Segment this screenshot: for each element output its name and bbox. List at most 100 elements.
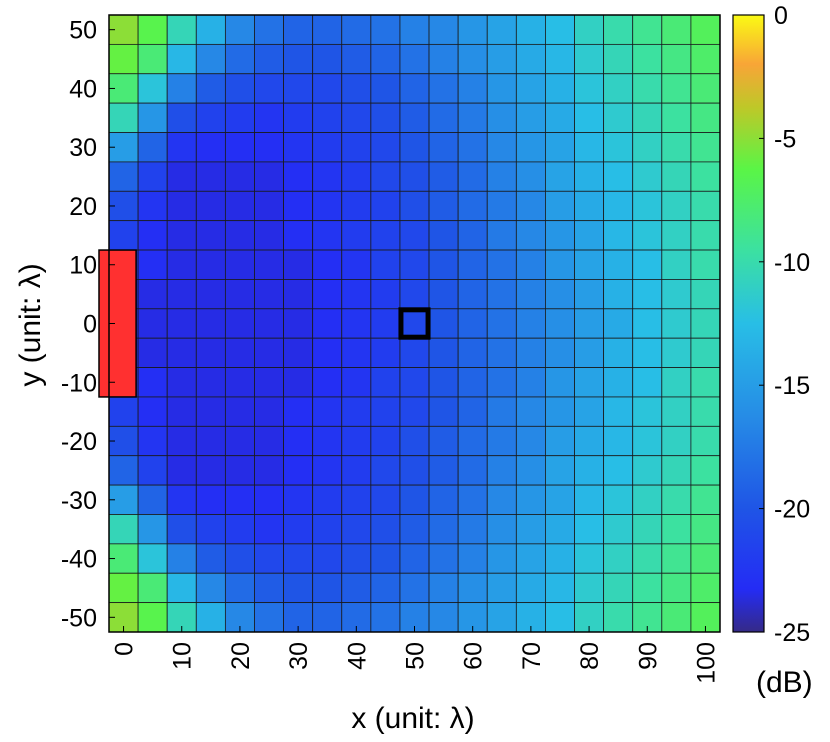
heatmap-cell [370, 572, 401, 604]
heatmap-cell [224, 73, 255, 104]
heatmap-cell [690, 367, 721, 398]
heatmap-cell [486, 43, 517, 75]
heatmap-cell [690, 102, 721, 133]
heatmap-cell [515, 572, 546, 604]
heatmap-cell [428, 367, 459, 398]
heatmap-cell [166, 337, 197, 368]
heatmap-cell [661, 73, 692, 104]
heatmap-cell [486, 514, 517, 545]
heatmap-cell [312, 190, 343, 222]
heatmap-cell [370, 220, 401, 251]
heatmap-cell [224, 396, 255, 427]
heatmap-cell [603, 102, 634, 133]
x-tick-label: 50 [402, 642, 430, 670]
heatmap-cell [341, 249, 372, 280]
heatmap-cell [545, 73, 575, 104]
heatmap-cell [195, 484, 226, 515]
heatmap-cell [632, 572, 663, 604]
colorbar-tick-label: 0 [774, 2, 788, 30]
heatmap-cell [661, 249, 692, 280]
heatmap-cell [166, 425, 197, 457]
heatmap-cell [341, 132, 372, 163]
heatmap-cell [574, 572, 605, 604]
heatmap-cell [515, 484, 546, 515]
heatmap-cell [399, 455, 430, 486]
y-tick-label: 30 [69, 134, 97, 162]
heatmap-cell [574, 220, 605, 251]
x-tick-label: 30 [285, 642, 313, 670]
heatmap-cell [690, 161, 721, 192]
heatmap-cell [661, 102, 692, 133]
heatmap-cell [690, 43, 721, 75]
heatmap-cell [254, 455, 284, 486]
heatmap-cell [632, 14, 663, 45]
heatmap-cell [486, 249, 517, 280]
heatmap-cell [312, 337, 343, 368]
heatmap-cell [603, 572, 634, 604]
heatmap-cell [574, 543, 605, 574]
heatmap-cell [312, 367, 343, 398]
heatmap-cell [399, 425, 430, 457]
heatmap-cell [486, 455, 517, 486]
emitter-rectangle-marker [98, 249, 137, 398]
heatmap-cell [224, 308, 255, 339]
heatmap-cell [603, 43, 634, 75]
colorbar-tick-label: -20 [774, 496, 810, 524]
heatmap-cell [137, 132, 168, 163]
y-tick-label: -50 [61, 604, 97, 632]
heatmap-cell [195, 308, 226, 339]
heatmap-cell [545, 14, 575, 45]
heatmap-cell [603, 337, 634, 368]
heatmap-cell [428, 161, 459, 192]
heatmap-cell [195, 14, 226, 45]
heatmap-cell [545, 455, 575, 486]
heatmap-cell [574, 43, 605, 75]
heatmap-cell [515, 279, 546, 310]
x-tick-label: 20 [227, 642, 255, 670]
heatmap-cell [312, 132, 343, 163]
heatmap-cell [486, 396, 517, 427]
heatmap-cell [545, 190, 575, 222]
heatmap-cell [108, 514, 139, 545]
heatmap-cell [457, 43, 488, 75]
heatmap-cell [399, 14, 430, 45]
heatmap-cell [195, 102, 226, 133]
heatmap-cell [166, 484, 197, 515]
heatmap-cell [312, 484, 343, 515]
heatmap-cell [399, 190, 430, 222]
heatmap-cell [632, 484, 663, 515]
heatmap-cell [166, 43, 197, 75]
heatmap-cell [370, 455, 401, 486]
heatmap-cell [137, 73, 168, 104]
x-axis-label: x (unit: λ) [351, 702, 474, 735]
heatmap-cell [283, 161, 314, 192]
heatmap-cell [690, 249, 721, 280]
heatmap-cell [428, 43, 459, 75]
heatmap-cell [108, 220, 139, 251]
heatmap-cell [428, 484, 459, 515]
heatmap-cell [137, 572, 168, 604]
heatmap-cell [341, 190, 372, 222]
heatmap-cell [515, 425, 546, 457]
heatmap-cell [283, 220, 314, 251]
heatmap-cell [399, 249, 430, 280]
heatmap-cell [632, 425, 663, 457]
heatmap-cell [108, 572, 139, 604]
heatmap-cell [574, 455, 605, 486]
heatmap-cell [283, 367, 314, 398]
heatmap-cell [690, 425, 721, 457]
heatmap-cell [399, 43, 430, 75]
heatmap-cell [254, 161, 284, 192]
heatmap-cell [283, 484, 314, 515]
heatmap-cell [603, 132, 634, 163]
y-tick-label: -10 [61, 369, 97, 397]
heatmap-cell [341, 279, 372, 310]
heatmap-cell [486, 484, 517, 515]
heatmap-cell [515, 396, 546, 427]
heatmap-cell [428, 132, 459, 163]
heatmap-cell [254, 367, 284, 398]
heatmap-cell [428, 337, 459, 368]
heatmap-cell [632, 514, 663, 545]
heatmap-cell [690, 220, 721, 251]
colorbar-tick-label: -25 [774, 619, 810, 647]
